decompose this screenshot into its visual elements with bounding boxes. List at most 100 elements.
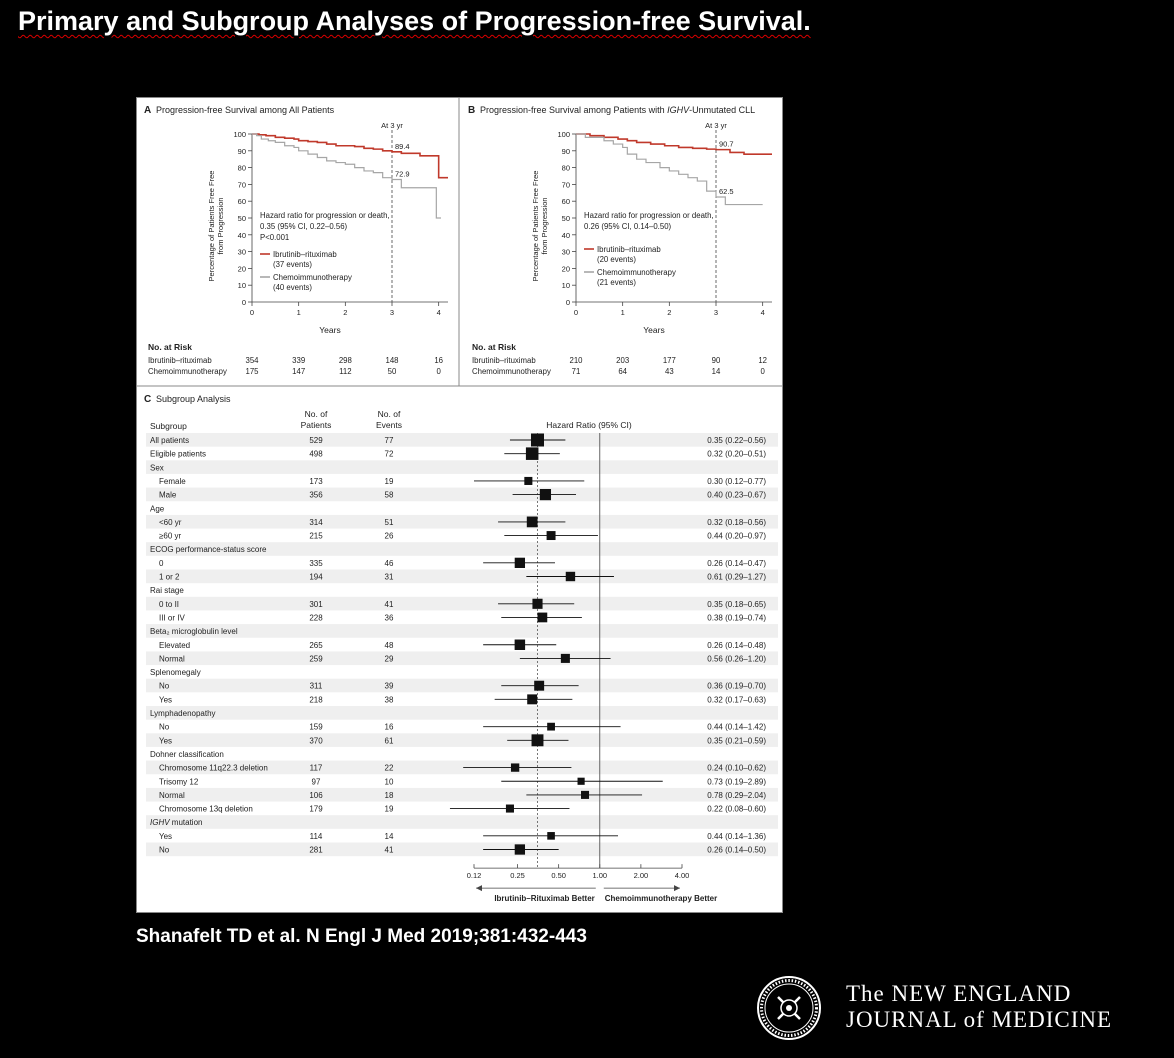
patients-count: 314 [309, 518, 323, 527]
patients-count: 173 [309, 477, 323, 486]
subgroup-header-italic: IGHV [150, 818, 170, 827]
legend-series-events: (37 events) [273, 260, 312, 269]
panel-title: Progression-free Survival among Patients… [480, 105, 755, 115]
x-tick-label: 0 [250, 308, 254, 317]
subgroup-label: All patients [150, 436, 189, 445]
risk-row-label: Chemoimmunotherapy [148, 367, 227, 376]
y-tick-label: 80 [238, 164, 246, 173]
y-tick-label: 0 [566, 298, 570, 307]
column-header-hr: Hazard Ratio (95% CI) [546, 420, 632, 430]
column-header-patients: Patients [301, 420, 332, 430]
hr-marker [547, 832, 555, 840]
hazard-text-line: Hazard ratio for progression or death, [584, 211, 714, 220]
value-label-ibrutinib: 89.4 [395, 142, 410, 151]
column-header-events: No. of [378, 409, 401, 419]
y-tick-label: 90 [562, 147, 570, 156]
figure-svg: A Progression-free Survival among All Pat… [136, 97, 783, 913]
events-count: 22 [385, 764, 394, 773]
hr-marker [531, 734, 544, 747]
risk-value: 354 [245, 356, 259, 365]
events-count: 31 [385, 573, 394, 582]
subgroup-label: <60 yr [159, 518, 182, 527]
y-tick-label: 70 [238, 180, 246, 189]
subgroup-label: Male [159, 491, 177, 500]
column-header-events: Events [376, 420, 402, 430]
hr-marker [510, 763, 520, 772]
patients-count: 529 [309, 436, 323, 445]
legend-series-name: Chemoimmunotherapy [597, 268, 676, 277]
y-tick-label: 70 [562, 180, 570, 189]
subgroup-label: Female [159, 477, 186, 486]
hr-marker [526, 516, 538, 528]
risk-value: 90 [712, 356, 721, 365]
hr-marker [527, 694, 538, 705]
patients-count: 281 [309, 846, 323, 855]
subgroup-header: Lymphadenopathy [150, 709, 216, 718]
risk-value: 64 [618, 367, 627, 376]
y-tick-label: 0 [242, 298, 246, 307]
patients-count: 311 [310, 682, 323, 691]
row-shade [146, 487, 778, 502]
subgroup-label: 0 to II [159, 600, 179, 609]
row-shade [146, 678, 778, 693]
risk-value: 0 [760, 367, 765, 376]
events-count: 18 [385, 791, 394, 800]
journal-seal-icon [757, 976, 821, 1040]
hr-value-text: 0.26 (0.14–0.50) [707, 846, 766, 855]
hazard-text-line: 0.26 (95% CI, 0.14–0.50) [584, 222, 672, 231]
events-count: 39 [385, 682, 394, 691]
hr-value-text: 0.61 (0.29–1.27) [707, 573, 766, 582]
x-tick-label: 2 [343, 308, 347, 317]
hr-value-text: 0.22 (0.08–0.60) [707, 805, 766, 814]
value-label-chemo: 72.9 [395, 170, 410, 179]
value-label-ibrutinib: 90.7 [719, 140, 734, 149]
events-count: 72 [385, 450, 394, 459]
subgroup-label: Eligible patients [150, 450, 206, 459]
hr-value-text: 0.78 (0.29–2.04) [707, 791, 766, 800]
km-curve-ibrutinib [576, 133, 772, 155]
y-tick-label: 60 [562, 197, 570, 206]
hr-marker [560, 653, 570, 663]
events-count: 16 [385, 723, 394, 732]
patients-count: 159 [309, 723, 323, 732]
row-shade [146, 596, 778, 611]
events-count: 61 [385, 736, 394, 745]
y-axis-label-line2: from Progression [540, 197, 549, 254]
patients-count: 370 [309, 736, 323, 745]
risk-value: 298 [339, 356, 352, 365]
row-shade [146, 624, 778, 638]
y-axis-label-line1: Percentage of Patients Free Free [531, 171, 540, 282]
risk-value: 14 [712, 367, 721, 376]
events-count: 46 [385, 559, 394, 568]
x-tick-label: 3 [390, 308, 394, 317]
subgroup-label: ≥60 yr [159, 532, 182, 541]
hr-value-text: 0.35 (0.22–0.56) [707, 436, 766, 445]
events-count: 77 [385, 436, 394, 445]
patients-count: 356 [309, 491, 323, 500]
y-tick-label: 30 [562, 248, 570, 257]
y-axis-label-line2: from Progression [216, 197, 225, 254]
legend-series-events: (40 events) [273, 283, 312, 292]
subgroup-header: Splenomegaly [150, 668, 201, 677]
x-tick-label: 1 [621, 308, 625, 317]
risk-table-header: No. at Risk [472, 342, 516, 352]
subgroup-label: Yes [159, 695, 172, 704]
y-axis-label-line1: Percentage of Patients Free Free [207, 171, 216, 282]
hr-value-text: 0.35 (0.21–0.59) [707, 736, 766, 745]
x-tick-label: 1 [297, 308, 301, 317]
y-tick-label: 100 [233, 130, 246, 139]
subgroup-header: Age [150, 504, 165, 513]
risk-value: 339 [292, 356, 305, 365]
hr-marker [514, 639, 526, 650]
subgroup-label: 0 [159, 559, 164, 568]
hr-value-text: 0.35 (0.18–0.65) [707, 600, 766, 609]
y-tick-label: 20 [238, 264, 246, 273]
patients-count: 218 [309, 695, 323, 704]
hr-value-text: 0.44 (0.14–1.36) [707, 832, 766, 841]
risk-table-header: No. at Risk [148, 342, 192, 352]
y-tick-label: 30 [238, 248, 246, 257]
subgroup-label: Elevated [159, 641, 190, 650]
risk-value: 50 [388, 367, 397, 376]
patients-count: 215 [309, 532, 323, 541]
